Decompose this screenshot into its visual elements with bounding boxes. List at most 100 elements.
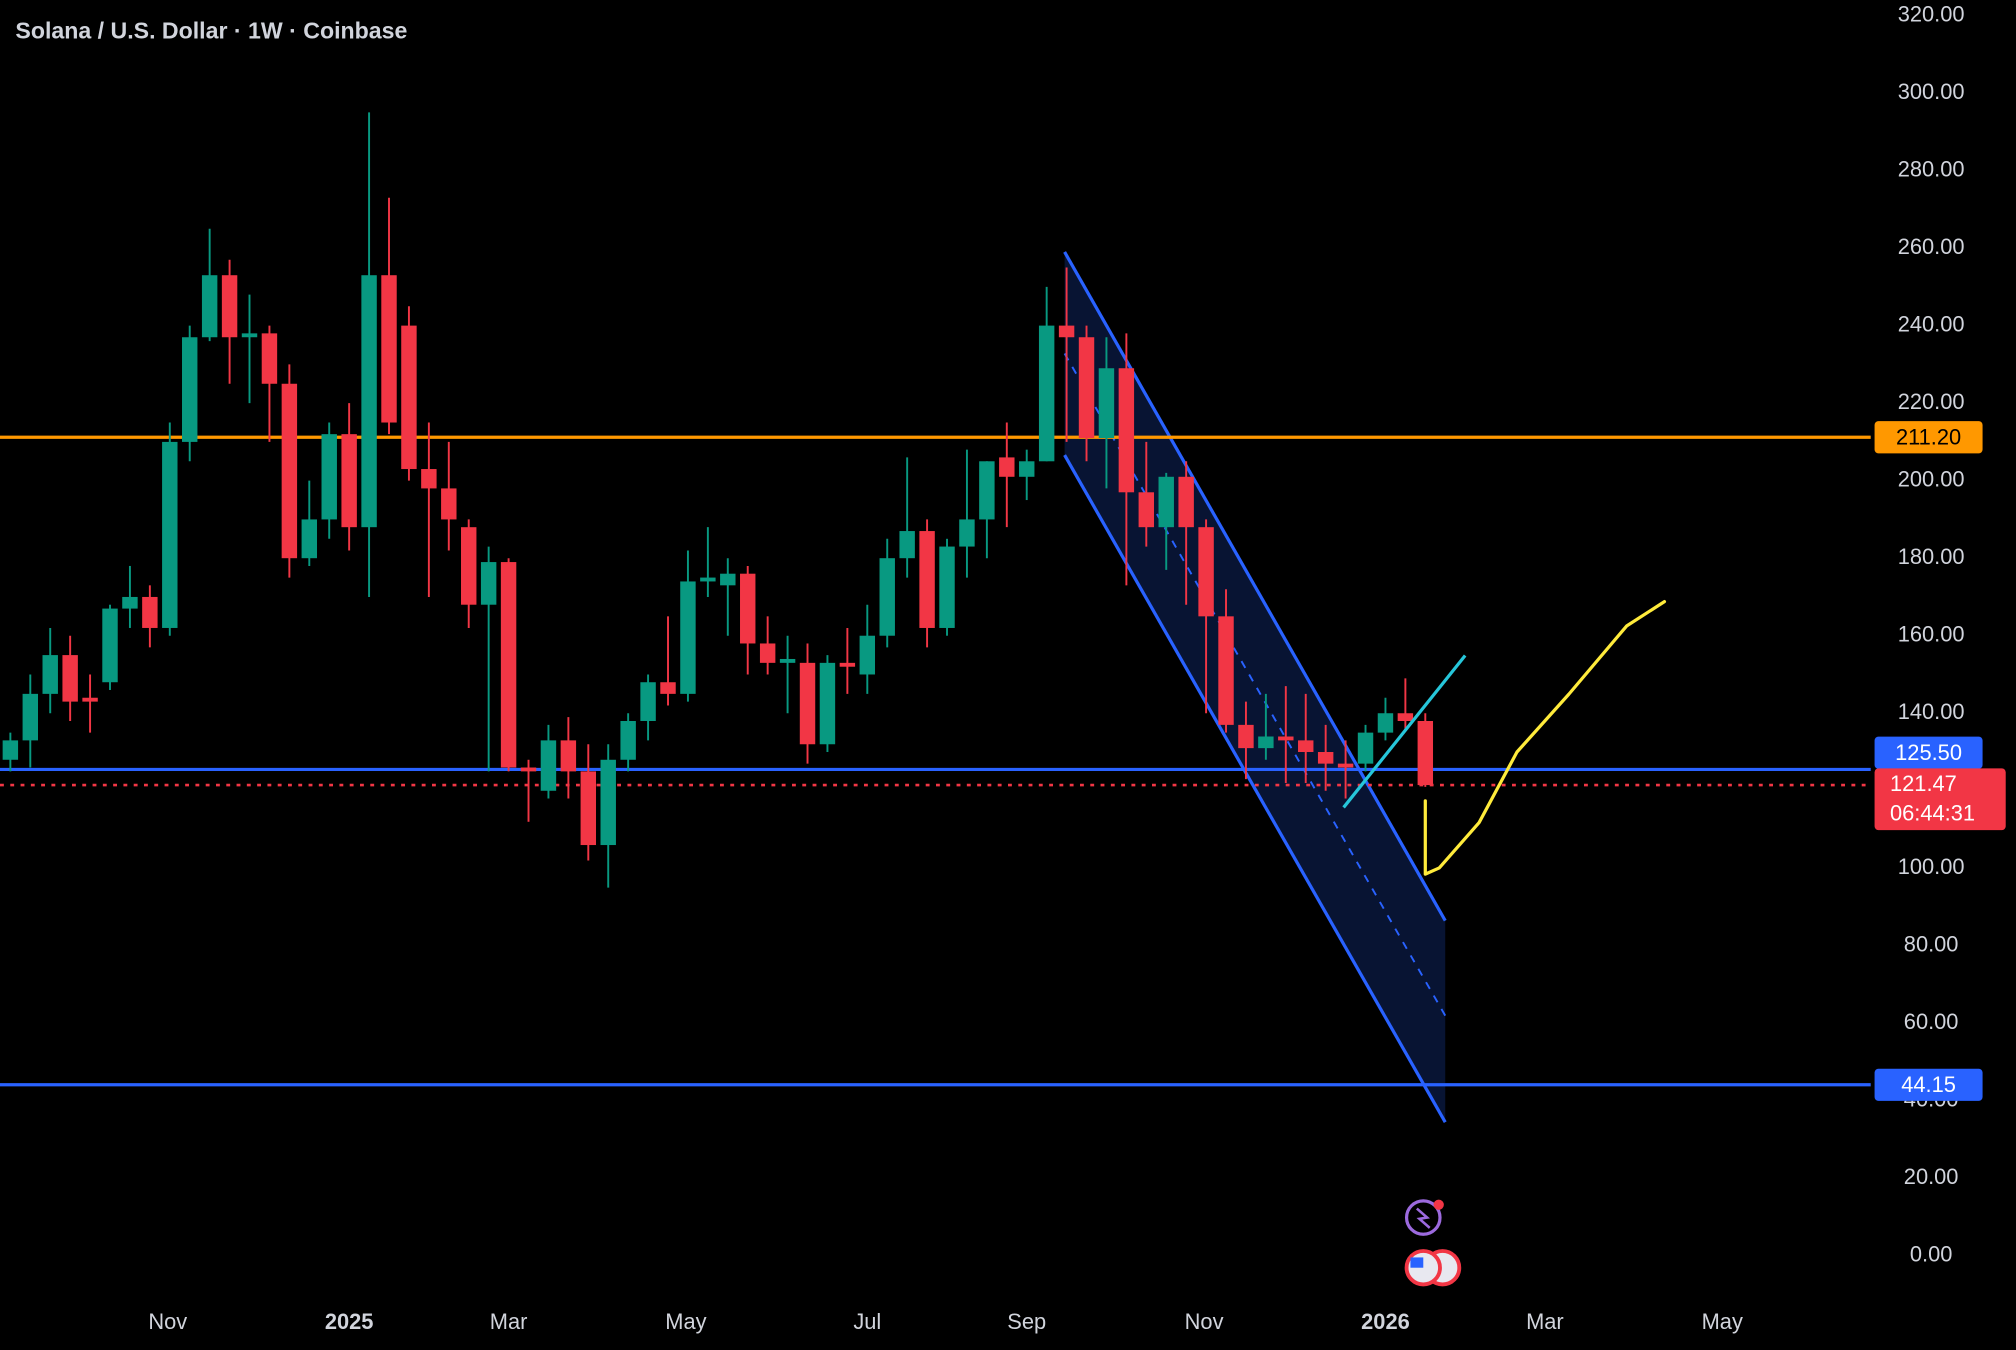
candle-body	[122, 596, 138, 609]
channel-upper	[1063, 251, 1447, 922]
x-tick-label: Sep	[1007, 1309, 1046, 1334]
x-tick-label: Nov	[148, 1309, 187, 1334]
candle-body	[480, 562, 497, 605]
candle-body	[779, 658, 796, 663]
channel-lower	[1063, 454, 1447, 1123]
plot-area	[0, 112, 1871, 1123]
candle-body	[281, 383, 298, 559]
projection-path	[1423, 599, 1667, 876]
candle-body	[859, 635, 876, 675]
last-price-box	[1874, 768, 2006, 831]
candle-body	[241, 333, 258, 338]
candle-body	[102, 608, 118, 683]
y-tick-label: 0.00	[1910, 1242, 1953, 1267]
candle-body	[759, 643, 776, 663]
y-tick-label: 20.00	[1904, 1164, 1959, 1189]
candle-body	[680, 581, 696, 694]
candle-body	[182, 337, 198, 442]
candle-body	[1078, 337, 1095, 439]
candle-body	[441, 488, 457, 520]
candle-body	[1098, 368, 1115, 439]
x-tick-label: Nov	[1185, 1309, 1224, 1334]
candle-body	[1138, 492, 1155, 528]
y-tick-label: 320.00	[1898, 1, 1965, 26]
level-price-box	[1874, 421, 1983, 454]
candle-body	[520, 767, 537, 772]
y-tick-label: 80.00	[1904, 932, 1959, 957]
candle-body	[261, 333, 278, 384]
candle-body	[1118, 368, 1135, 493]
candle-body	[1218, 616, 1234, 725]
candle-body	[879, 558, 895, 636]
candle-body	[1019, 461, 1035, 477]
candle-body	[740, 573, 756, 644]
candle-body	[799, 662, 816, 745]
candle-body	[421, 469, 437, 489]
candle-body	[1397, 713, 1414, 721]
y-tick-label: 60.00	[1904, 1009, 1959, 1034]
level-price-box	[1874, 1068, 1983, 1101]
candle-body	[640, 682, 656, 721]
y-tick-label: 200.00	[1898, 466, 1965, 491]
event-icon[interactable]	[1404, 1199, 1442, 1236]
candle-body	[2, 740, 19, 760]
candle-body	[321, 434, 337, 520]
candle-body	[720, 573, 736, 586]
candle-body	[1317, 752, 1334, 764]
candle-body	[142, 596, 158, 628]
candle-body	[500, 562, 517, 768]
candle-body	[1258, 736, 1274, 749]
candle-body	[839, 662, 856, 667]
candle-body	[700, 577, 716, 582]
candle-body	[1198, 527, 1214, 617]
candle-body	[381, 275, 397, 423]
candle-body	[162, 441, 178, 628]
candle-body	[22, 693, 39, 741]
candle-body	[42, 655, 58, 694]
x-tick-label: 2026	[1361, 1309, 1410, 1334]
level-price-label: 44.15	[1901, 1072, 1956, 1097]
candle-body	[1278, 736, 1294, 741]
candle-body	[361, 275, 377, 528]
trendline	[1342, 654, 1467, 809]
flag-icon[interactable]	[1404, 1249, 1442, 1287]
event-icon-bolt	[1416, 1207, 1431, 1229]
y-tick-label: 300.00	[1898, 79, 1965, 104]
candle-body	[201, 275, 218, 338]
candle-body	[1238, 724, 1254, 749]
candle-body	[1058, 325, 1075, 338]
x-tick-label: 2025	[325, 1309, 374, 1334]
candle-body	[660, 682, 676, 694]
candle-body	[1357, 732, 1374, 764]
candle-body	[301, 519, 318, 559]
candle-body	[461, 527, 477, 605]
x-tick-label: Mar	[490, 1309, 528, 1334]
candle-body	[1158, 476, 1174, 528]
x-tick-label: May	[665, 1309, 706, 1334]
y-tick-label: 220.00	[1898, 389, 1965, 414]
channel-fill	[1064, 251, 1446, 1123]
x-tick-label: May	[1702, 1309, 1743, 1334]
y-tick-label: 260.00	[1898, 234, 1965, 259]
chart-title: Solana / U.S. Dollar · 1W · Coinbase	[15, 17, 407, 43]
candle-body	[620, 720, 636, 760]
y-tick-label: 180.00	[1898, 544, 1965, 569]
candle-body	[600, 759, 616, 846]
candle-body	[62, 655, 78, 702]
candle-body	[919, 531, 935, 628]
flag-canton	[1410, 1257, 1424, 1268]
y-tick-label: 100.00	[1898, 854, 1965, 879]
event-dot	[1433, 1199, 1444, 1210]
candle-body	[560, 740, 577, 772]
candle-body	[580, 771, 597, 846]
candle-body	[819, 662, 836, 745]
x-tick-label: Jul	[853, 1309, 881, 1334]
candle-body	[540, 740, 557, 791]
candle-body	[1377, 713, 1394, 733]
candle-body	[1298, 740, 1314, 753]
level-price-box	[1874, 736, 1983, 769]
event-icons	[1404, 1199, 1462, 1287]
